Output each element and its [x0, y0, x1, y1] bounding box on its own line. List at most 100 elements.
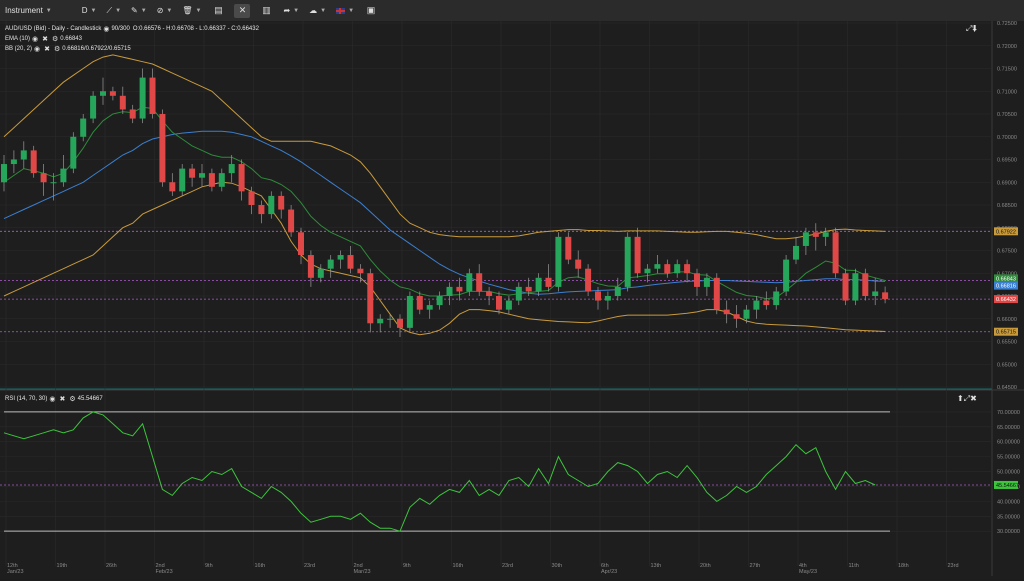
candle-body	[70, 136, 77, 169]
candle-body	[634, 236, 641, 274]
rsi-line	[3, 411, 876, 532]
indicator-icon: ▥	[262, 5, 271, 15]
expand-icon[interactable]: ⤢	[963, 394, 971, 403]
layout-icon: ▣	[366, 5, 376, 15]
chart-area[interactable]: 12th Jan/23 19th 26th 2nd Feb/23 9th 16th 23rd 2n…	[0, 21, 1024, 576]
candle-body	[1, 164, 7, 183]
chevron-down-icon: ▼	[293, 7, 300, 14]
rsi-legend: RSI (14, 70, 30) ◉ ✖ ⚙ 45.54667	[5, 395, 103, 403]
share-icon: ➦	[283, 6, 291, 15]
gear-icon[interactable]: ⚙	[52, 36, 59, 43]
date-axis-label: May/23	[799, 569, 817, 575]
candle-body	[426, 305, 433, 310]
indicator-button[interactable]: ▥	[258, 4, 274, 18]
close-icon[interactable]: ✖	[59, 396, 66, 403]
candle-body	[486, 291, 493, 296]
main-legend: AUD/USD (Bid) - Daily - Candlestick ◉ 90…	[5, 25, 259, 33]
ema-value: 0.66843	[60, 36, 82, 42]
candle-body	[90, 95, 97, 119]
candle-body	[377, 318, 384, 324]
line-tool-button[interactable]: ⟋ ▼	[101, 0, 126, 21]
eye-icon[interactable]: ◉	[34, 46, 41, 53]
chevron-down-icon: ▼	[348, 7, 355, 14]
candle-body	[80, 118, 87, 137]
bb-value: 0.66816/0.67922/0.65715	[62, 46, 131, 52]
pencil-button[interactable]: ✎ ▼	[126, 0, 152, 21]
date-axis-label: 18th	[898, 563, 909, 569]
candle-body	[10, 159, 17, 165]
candle-body	[713, 277, 720, 310]
gear-icon[interactable]: ⚙	[69, 396, 76, 403]
date-axis-label: 11th	[849, 563, 859, 569]
theme-icon: ☁	[309, 6, 318, 15]
candle-body	[406, 296, 413, 328]
close-icon[interactable]: ✖	[44, 46, 50, 53]
price-axis-label: 0.68500	[997, 203, 1017, 209]
price-axis-label: 0.67500	[997, 249, 1017, 255]
price-axis-label: 0.71000	[997, 89, 1017, 95]
rsi-axis-label: 30.00000	[997, 529, 1020, 535]
date-axis-label: 27th	[750, 563, 761, 569]
candle-body	[387, 318, 394, 320]
chevron-down-icon: ▼	[195, 7, 202, 14]
trash-button[interactable]: 🗑 ▼	[177, 0, 206, 21]
candle-body	[149, 77, 156, 114]
candle-body	[20, 150, 27, 160]
gear-icon[interactable]: ⚙	[54, 46, 61, 53]
close-icon[interactable]: ✖	[42, 36, 48, 43]
bb-mid-tag-text: 0.66816	[996, 284, 1016, 290]
eye-icon[interactable]: ◉	[103, 26, 110, 33]
rsi-axis-label: 70.00000	[997, 410, 1020, 416]
date-axis-label: 16th	[453, 563, 464, 569]
chevron-down-icon: ▼	[140, 7, 147, 14]
date-axis-label: 4th	[799, 563, 807, 569]
close-icon[interactable]: ✖	[970, 394, 977, 403]
candle-body	[50, 182, 57, 184]
candle-body	[298, 232, 304, 256]
date-axis-label: 12th	[7, 563, 18, 569]
download-icon[interactable]: ⬇	[972, 24, 978, 33]
candle-body	[595, 291, 601, 301]
ruler-icon: ⊘	[156, 6, 164, 15]
bb-lower-tag-box	[994, 327, 1018, 336]
share-button[interactable]: ➦ ▼	[278, 0, 304, 21]
candle-body	[30, 150, 37, 174]
ruler-button[interactable]: ⊘ ▼	[152, 0, 178, 21]
eye-icon[interactable]: ◉	[32, 36, 39, 43]
date-axis-label: 16th	[255, 563, 266, 569]
legend-main-title: AUD/USD (Bid) - Daily - Candlestick	[5, 26, 102, 32]
candle-body	[565, 236, 572, 260]
candle-body	[307, 255, 314, 278]
fullscreen-button[interactable]: ✕	[234, 3, 251, 18]
ema-legend: EMA (10) ◉ ✖ ⚙ 0.66843	[5, 35, 82, 43]
candle-body	[288, 209, 295, 233]
flag-icon	[336, 7, 346, 14]
candle-body	[476, 273, 483, 292]
theme-button[interactable]: ☁ ▼	[304, 0, 331, 21]
date-axis-label: 23rd	[502, 563, 513, 569]
layout-button[interactable]: ▣	[363, 4, 379, 18]
candle-body	[40, 173, 47, 183]
candle-body	[852, 273, 859, 301]
expand-icon[interactable]: ⤢	[966, 24, 973, 33]
candle-body	[169, 182, 176, 192]
candle-body	[674, 264, 681, 274]
language-button[interactable]: ▼	[331, 0, 359, 21]
timeframe-label: D	[81, 6, 88, 15]
panel-button[interactable]: ▤	[210, 4, 226, 18]
rsi-axis-label: 40.00000	[997, 499, 1020, 505]
candle-body	[238, 164, 245, 192]
candle-body	[882, 292, 889, 300]
eye-icon[interactable]: ◉	[49, 396, 56, 403]
legend-ohlc: O:0.66576 - H:0.66708 - L:0.66337 - C:0.…	[132, 26, 259, 32]
price-axis-label: 0.70500	[997, 112, 1017, 118]
candle-body	[129, 109, 136, 119]
candle-body	[733, 314, 740, 319]
arrow-up-icon[interactable]: ⬆	[957, 394, 964, 403]
rsi-value: 45.54667	[77, 396, 103, 402]
rsi-tag-text: 45.54667	[996, 483, 1019, 489]
instrument-selector[interactable]: Instrument ▼	[0, 0, 57, 21]
timeframe-selector[interactable]: D ▼	[77, 0, 102, 21]
rsi-axis-label: 60.00000	[997, 440, 1020, 446]
